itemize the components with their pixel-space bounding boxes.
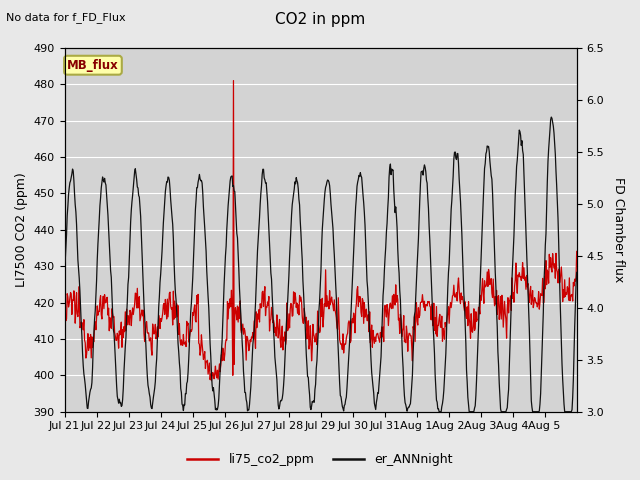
Text: No data for f_FD_Flux: No data for f_FD_Flux (6, 12, 126, 23)
Y-axis label: FD Chamber flux: FD Chamber flux (612, 177, 625, 282)
Text: MB_flux: MB_flux (67, 59, 119, 72)
Y-axis label: LI7500 CO2 (ppm): LI7500 CO2 (ppm) (15, 172, 28, 287)
Legend: li75_co2_ppm, er_ANNnight: li75_co2_ppm, er_ANNnight (182, 448, 458, 471)
Text: CO2 in ppm: CO2 in ppm (275, 12, 365, 27)
